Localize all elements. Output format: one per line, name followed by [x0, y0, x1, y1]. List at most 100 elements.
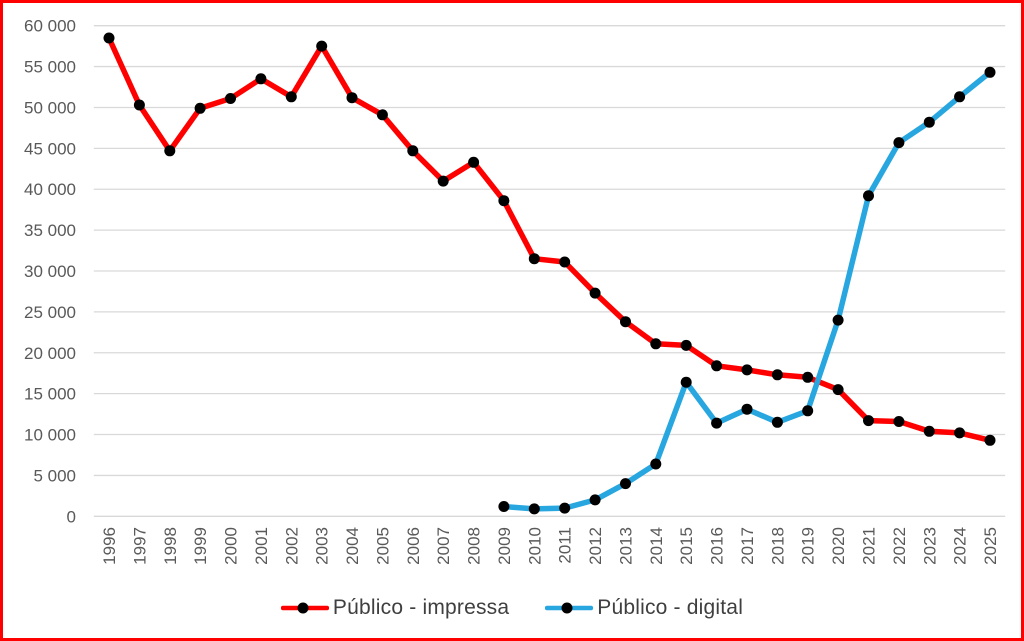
series-markers-impressa: [103, 32, 996, 446]
data-point-marker: [680, 339, 692, 351]
data-point-marker: [528, 503, 540, 515]
x-tick-label: 2012: [586, 527, 605, 565]
data-point-marker: [711, 360, 723, 372]
x-tick-label: 2007: [434, 527, 453, 565]
data-point-marker: [893, 416, 905, 427]
data-point-marker: [741, 364, 753, 376]
data-point-marker: [620, 478, 631, 490]
line-chart-svg: 0 5 000 10 000 15 000 20 000 25 000 30 000 35 0…: [24, 17, 1006, 565]
data-point-marker: [103, 32, 115, 44]
x-tick-label: 2024: [951, 527, 970, 565]
x-tick-label: 2021: [859, 527, 878, 565]
x-tick-label: 2011: [556, 527, 575, 564]
x-axis-labels: 1996 1997 1998 1999 2000 2001 2002 2003 2004 2005…: [100, 527, 1000, 565]
x-tick-label: 2013: [616, 527, 635, 565]
x-tick-label: 2018: [768, 527, 787, 565]
y-tick-label: 60 000: [24, 17, 76, 36]
data-point-marker: [498, 195, 510, 207]
x-tick-label: 2002: [282, 527, 301, 565]
data-point-marker: [771, 369, 783, 381]
plot-area: 0 5 000 10 000 15 000 20 000 25 000 30 000 35 0…: [3, 3, 1021, 638]
data-point-marker: [255, 73, 267, 85]
data-point-marker: [225, 93, 236, 104]
y-tick-label: 15 000: [24, 385, 76, 404]
data-point-marker: [954, 427, 966, 439]
y-tick-label: 40 000: [24, 180, 76, 199]
series-line-impressa: [106, 35, 993, 444]
y-tick-label: 35 000: [24, 221, 76, 240]
x-tick-label: 2020: [829, 527, 848, 565]
data-point-marker: [589, 494, 601, 506]
series-line-digital: [501, 69, 993, 512]
data-point-marker: [893, 137, 905, 149]
y-tick-label: 45 000: [24, 139, 76, 158]
data-point-marker: [468, 156, 480, 168]
data-point-marker: [164, 145, 176, 157]
y-tick-label: 30 000: [24, 262, 76, 281]
data-point-marker: [437, 175, 449, 187]
x-tick-label: 2019: [799, 527, 818, 565]
x-tick-label: 2000: [222, 527, 241, 565]
x-tick-label: 2005: [373, 527, 392, 565]
data-point-marker: [984, 434, 996, 446]
data-point-marker: [802, 405, 814, 417]
x-tick-label: 2016: [708, 527, 727, 565]
data-point-marker: [346, 92, 358, 104]
x-tick-label: 2009: [495, 527, 514, 565]
data-point-marker: [832, 314, 844, 326]
data-point-marker: [711, 417, 723, 429]
data-point-marker: [832, 384, 844, 396]
data-point-marker: [741, 403, 753, 415]
x-tick-label: 2015: [677, 527, 696, 565]
legend-label-digital: Público - digital: [597, 596, 744, 619]
series-markers-digital: [498, 66, 996, 515]
data-point-marker: [650, 458, 662, 470]
data-point-marker: [863, 190, 874, 202]
data-point-marker: [285, 91, 297, 103]
legend-item-digital: Público - digital: [545, 596, 743, 620]
data-point-marker: [984, 66, 996, 78]
legend-line-marker-digital-icon: [545, 602, 594, 614]
x-tick-label: 2010: [525, 527, 544, 565]
y-tick-label: 5 000: [33, 466, 76, 485]
legend-label-impressa: Público - impressa: [332, 596, 510, 619]
x-tick-label: 2017: [738, 527, 757, 565]
x-tick-label: 2004: [343, 527, 362, 565]
x-tick-label: 2022: [890, 527, 909, 565]
data-point-marker: [559, 502, 571, 514]
data-point-marker: [407, 145, 419, 157]
x-tick-label: 2008: [465, 527, 484, 565]
data-point-marker: [194, 102, 206, 114]
data-point-marker: [559, 256, 571, 268]
data-point-marker: [680, 376, 692, 388]
y-axis-labels: 0 5 000 10 000 15 000 20 000 25 000 30 000 35 0…: [24, 17, 76, 527]
y-tick-label: 50 000: [24, 98, 76, 117]
y-tick-label: 10 000: [24, 426, 76, 445]
y-tick-label: 0: [67, 507, 76, 526]
data-point-marker: [863, 415, 874, 427]
data-point-marker: [133, 99, 145, 111]
x-tick-label: 1998: [161, 527, 180, 565]
x-tick-label: 2001: [252, 527, 271, 565]
x-tick-label: 2006: [404, 527, 423, 565]
data-point-marker: [376, 109, 388, 121]
data-point-marker: [954, 91, 966, 103]
y-tick-label: 25 000: [24, 303, 76, 322]
data-point-marker: [589, 287, 601, 299]
legend: Público - impressa Público - digital: [3, 589, 1021, 627]
data-point-marker: [528, 253, 540, 265]
x-tick-label: 2023: [920, 527, 939, 565]
data-point-marker: [802, 371, 814, 383]
data-point-marker: [620, 316, 631, 328]
x-tick-label: 1996: [100, 527, 119, 565]
data-point-marker: [771, 416, 783, 428]
data-point-marker: [923, 116, 935, 128]
x-tick-label: 2014: [647, 527, 666, 565]
y-tick-label: 55 000: [24, 58, 76, 77]
gridlines: [93, 25, 1006, 517]
data-point-marker: [498, 501, 510, 512]
y-tick-label: 20 000: [24, 344, 76, 363]
x-tick-label: 1997: [130, 527, 149, 565]
data-point-marker: [650, 338, 662, 350]
